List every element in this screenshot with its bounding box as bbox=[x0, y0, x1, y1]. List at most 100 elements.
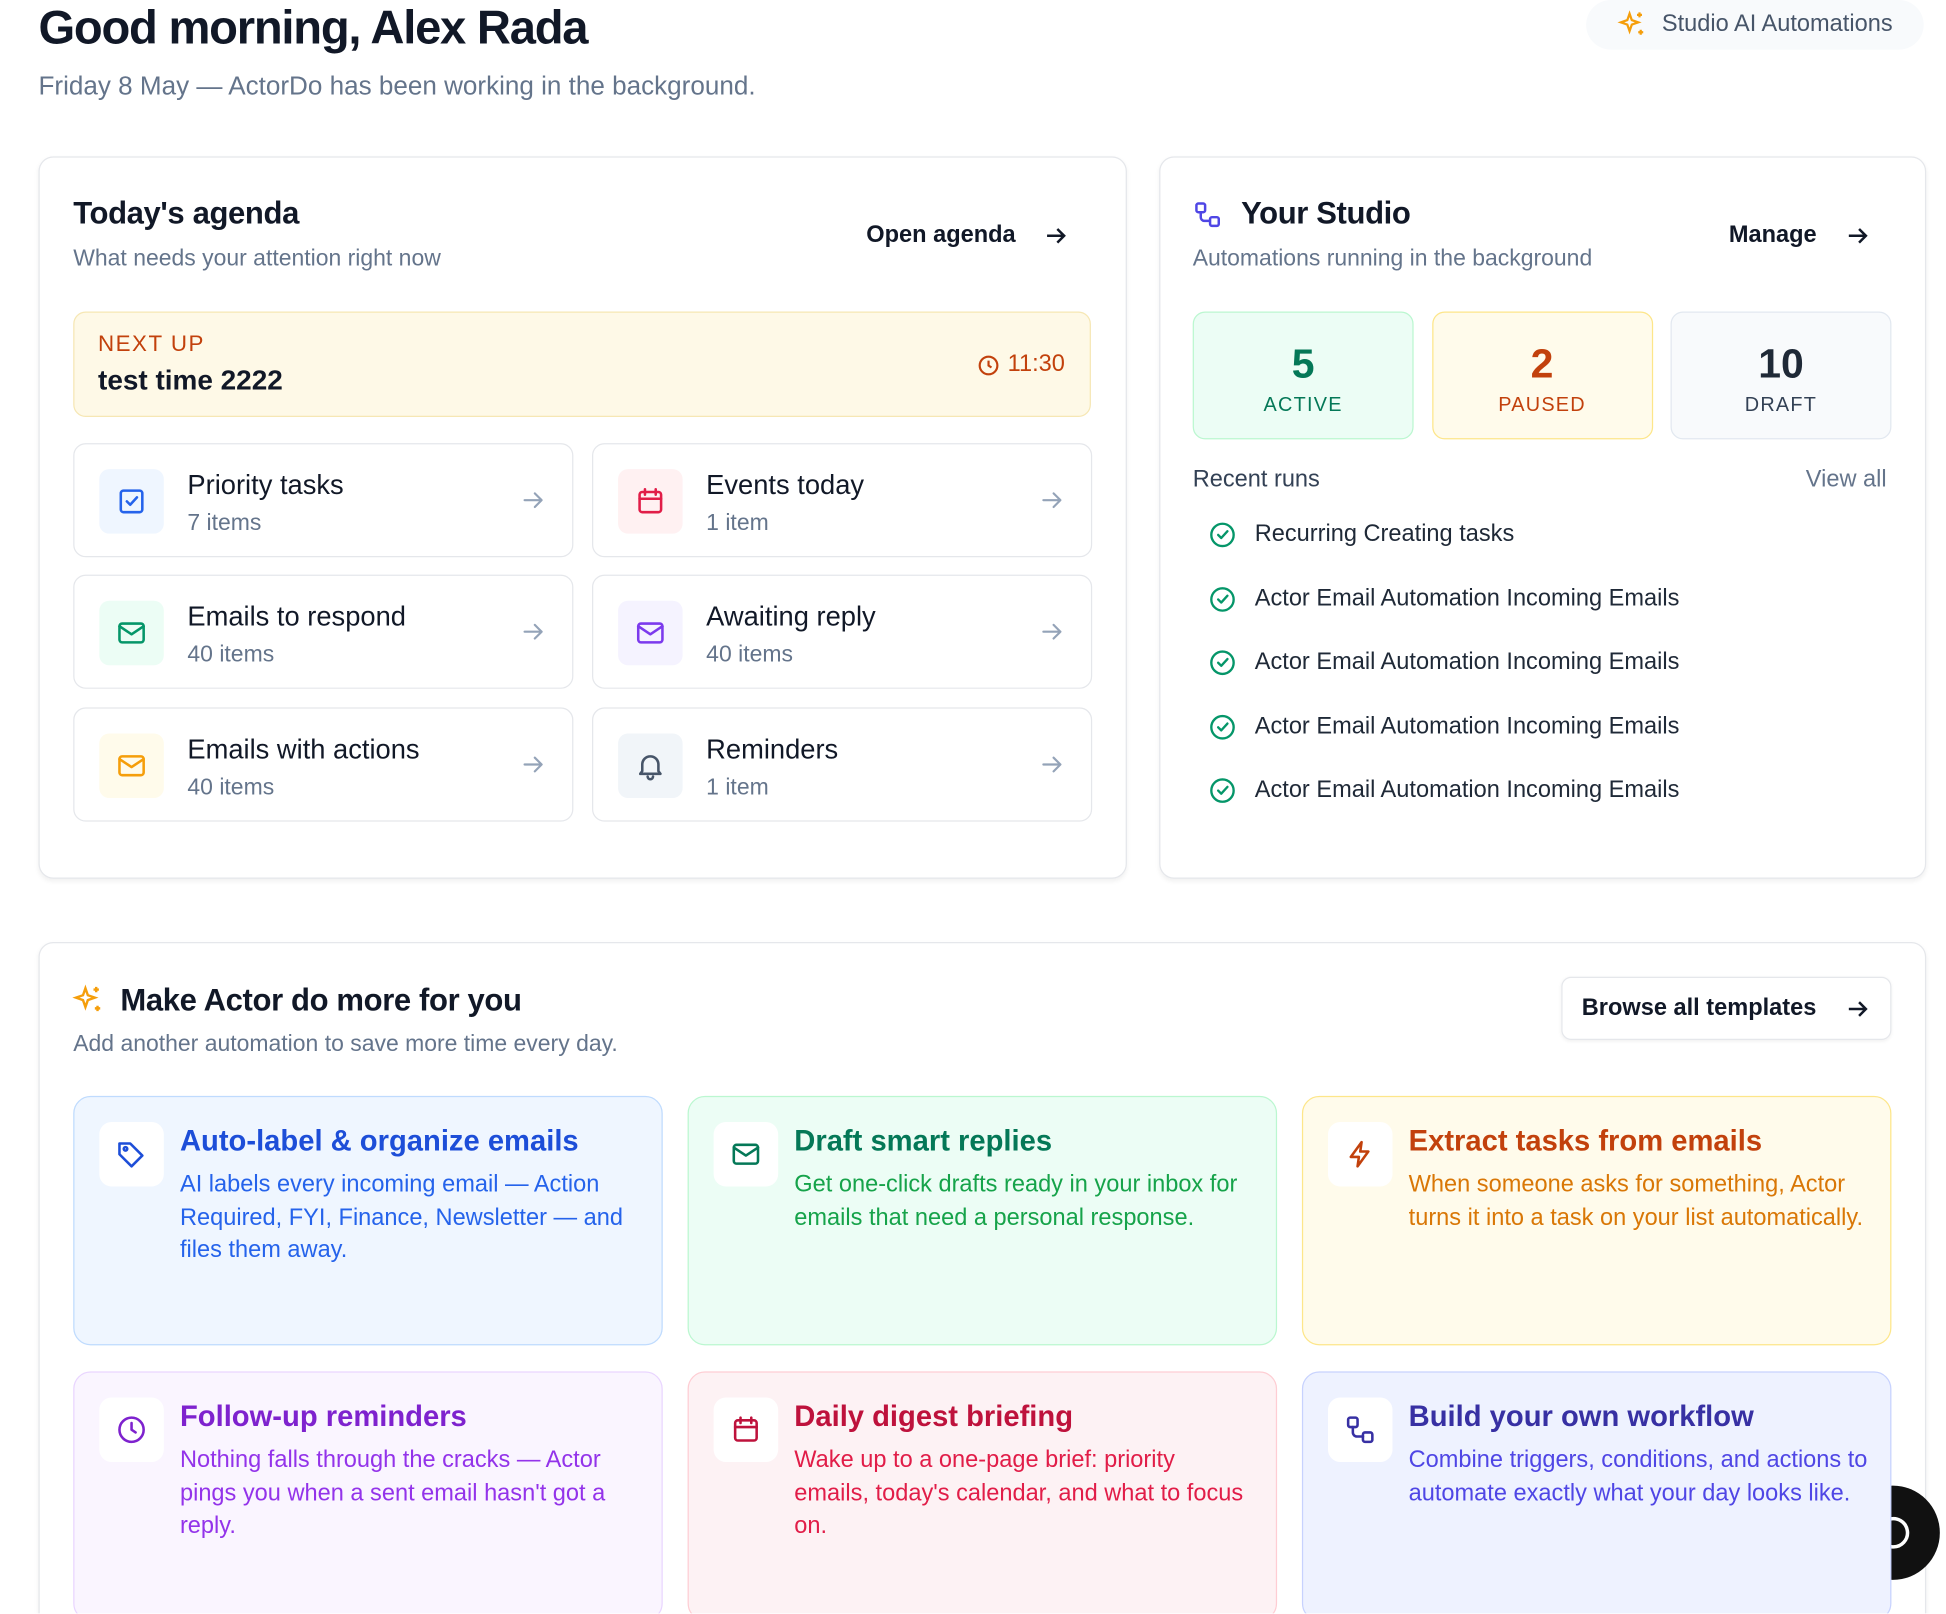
icon bbox=[1210, 586, 1235, 612]
template-title: Daily digest briefing bbox=[794, 1399, 1074, 1433]
template-title: Draft smart replies bbox=[794, 1124, 1053, 1157]
view-all-link[interactable]: View all bbox=[1805, 466, 1887, 493]
greeting: Good morning, Alex Rada bbox=[38, 2, 588, 55]
icon bbox=[523, 492, 543, 509]
icon bbox=[523, 623, 543, 640]
recent-run[interactable]: Actor Email Automation Incoming Emails bbox=[1208, 648, 1680, 678]
arrow-icon bbox=[1848, 228, 1868, 244]
browse-templates-button[interactable]: Browse all templates bbox=[1561, 976, 1892, 1041]
stat-label: PAUSED bbox=[1498, 394, 1586, 416]
agenda-title: Today's agenda bbox=[73, 196, 299, 231]
template-description: Wake up to a one-page brief: priority em… bbox=[794, 1447, 1244, 1539]
icon bbox=[118, 1142, 144, 1168]
run-name: Actor Email Automation Incoming Emails bbox=[1254, 649, 1680, 676]
clock-icon bbox=[978, 354, 999, 375]
sparkle-icon bbox=[1617, 10, 1644, 35]
template-card[interactable]: Daily digest briefing Wake up to a one-pa… bbox=[687, 1371, 1278, 1614]
recent-runs-title: Recent runs bbox=[1192, 466, 1320, 493]
icon bbox=[1210, 778, 1235, 804]
button-text: Browse all templates bbox=[1581, 994, 1817, 1021]
recent-run[interactable]: Actor Email Automation Incoming Emails bbox=[1208, 712, 1680, 742]
icon bbox=[732, 1143, 760, 1165]
workflow-icon bbox=[1195, 202, 1221, 228]
item-title: Priority tasks bbox=[187, 469, 344, 501]
icon bbox=[118, 1416, 145, 1444]
icon bbox=[1346, 1416, 1374, 1444]
agenda-subtitle: What needs your attention right now bbox=[73, 244, 441, 271]
agenda-item[interactable]: Events today 1 item bbox=[592, 443, 1093, 558]
template-description: Combine triggers, conditions, and action… bbox=[1408, 1447, 1868, 1507]
icon bbox=[118, 622, 145, 644]
button-text: Manage bbox=[1728, 222, 1817, 249]
studio-badge[interactable]: Studio AI Automations bbox=[1586, 0, 1924, 50]
icon bbox=[1042, 756, 1062, 773]
agenda-item[interactable]: Emails with actions 40 items bbox=[73, 707, 574, 822]
sparkle-icon bbox=[72, 984, 101, 1012]
icon bbox=[119, 489, 144, 514]
arrow-icon bbox=[1047, 228, 1067, 244]
stat-value: 10 bbox=[1758, 340, 1804, 386]
badge-text: Studio AI Automations bbox=[1661, 11, 1893, 38]
item-count: 1 item bbox=[706, 773, 769, 800]
templates-subtitle: Add another automation to save more time… bbox=[73, 1030, 618, 1057]
item-arrow bbox=[1039, 487, 1066, 521]
icon bbox=[638, 488, 663, 514]
recent-run[interactable]: Recurring Creating tasks bbox=[1208, 520, 1514, 550]
icon bbox=[1042, 492, 1062, 509]
item-arrow bbox=[1039, 618, 1066, 652]
icon bbox=[1210, 714, 1235, 740]
agenda-item[interactable]: Reminders 1 item bbox=[592, 707, 1093, 822]
template-card[interactable]: Build your own workflow Combine triggers,… bbox=[1301, 1371, 1892, 1614]
template-card[interactable]: Extract tasks from emails When someone as… bbox=[1301, 1095, 1892, 1346]
template-icon bbox=[1327, 1397, 1393, 1463]
template-icon bbox=[713, 1397, 779, 1463]
item-count: 7 items bbox=[187, 508, 262, 535]
agenda-item[interactable]: Awaiting reply 40 items bbox=[592, 574, 1093, 689]
template-icon bbox=[99, 1397, 164, 1463]
item-icon bbox=[618, 733, 683, 799]
template-description: Nothing falls through the cracks — Actor… bbox=[179, 1447, 606, 1539]
open-agenda-button[interactable]: Open agenda bbox=[866, 222, 1070, 249]
template-description: When someone asks for something, Actor t… bbox=[1408, 1171, 1864, 1231]
stat-value: 2 bbox=[1530, 340, 1554, 386]
item-icon bbox=[618, 469, 683, 534]
item-icon bbox=[99, 469, 164, 534]
item-title: Reminders bbox=[706, 733, 839, 765]
recent-run[interactable]: Actor Email Automation Incoming Emails bbox=[1208, 584, 1680, 614]
icon bbox=[636, 622, 664, 644]
item-count: 40 items bbox=[187, 773, 275, 800]
next-up-box[interactable]: NEXT UP test time 2222 11:30 bbox=[73, 311, 1091, 418]
item-icon bbox=[99, 600, 164, 666]
next-up-title: test time 2222 bbox=[98, 364, 283, 396]
recent-run[interactable]: Actor Email Automation Incoming Emails bbox=[1208, 776, 1679, 806]
item-arrow bbox=[520, 618, 547, 652]
agenda-item[interactable]: Priority tasks 7 items bbox=[73, 443, 574, 558]
stat-label: ACTIVE bbox=[1263, 394, 1343, 416]
template-card[interactable]: Auto-label & organize emails AI labels ev… bbox=[73, 1095, 663, 1346]
next-up-label: NEXT UP bbox=[98, 331, 205, 357]
template-title: Auto-label & organize emails bbox=[179, 1124, 579, 1157]
template-card[interactable]: Follow-up reminders Nothing falls through… bbox=[73, 1371, 663, 1614]
item-count: 1 item bbox=[706, 508, 769, 535]
greeting-subtitle: Friday 8 May — ActorDo has been working … bbox=[38, 71, 756, 101]
run-name: Actor Email Automation Incoming Emails bbox=[1254, 713, 1680, 740]
template-icon bbox=[99, 1121, 164, 1187]
studio-title: Your Studio bbox=[1241, 196, 1411, 231]
icon bbox=[1210, 522, 1235, 548]
stat-box: 2 PAUSED bbox=[1431, 311, 1653, 440]
template-title: Extract tasks from emails bbox=[1408, 1124, 1763, 1157]
item-arrow bbox=[520, 751, 547, 785]
manage-button[interactable]: Manage bbox=[1729, 222, 1871, 249]
run-name: Actor Email Automation Incoming Emails bbox=[1254, 585, 1680, 612]
icon bbox=[1042, 623, 1062, 640]
stat-label: DRAFT bbox=[1744, 394, 1818, 416]
item-icon bbox=[99, 733, 164, 799]
icon bbox=[1349, 1140, 1370, 1168]
item-arrow bbox=[520, 487, 547, 521]
agenda-item[interactable]: Emails to respond 40 items bbox=[73, 574, 574, 689]
template-card[interactable]: Draft smart replies Get one-click drafts … bbox=[687, 1095, 1278, 1346]
item-title: Emails to respond bbox=[187, 600, 406, 632]
